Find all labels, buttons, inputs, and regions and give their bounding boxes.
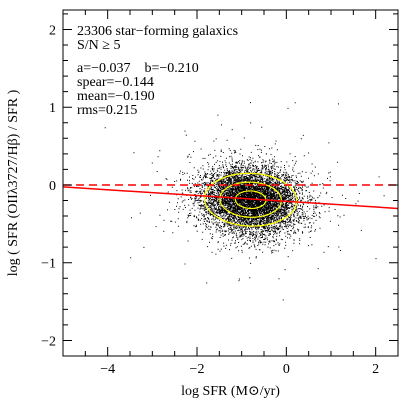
x-tick-label: −2 [190, 362, 205, 377]
scatter-point-cloud [104, 102, 385, 301]
y-tick-label: 1 [49, 101, 56, 116]
y-tick-label: −1 [41, 257, 56, 272]
annotation-mean: mean=−0.190 [77, 89, 155, 104]
tick-labels: −4 −2 0 2 −2 −1 0 1 2 [41, 23, 379, 377]
axis-ticks [62, 10, 399, 356]
annotation-rms: rms=0.215 [77, 103, 137, 118]
tick-marks [62, 10, 399, 356]
y-axis-label: log ( SFR (OIIλ3727/Hβ) / SFR ) [6, 89, 21, 276]
annotation-spear: spear=−0.144 [77, 75, 154, 90]
fit-line [62, 186, 399, 210]
x-axis-label: log SFR (M⊙/yr) [181, 384, 280, 399]
x-tick-label: −4 [100, 362, 115, 377]
annotation-sn: S/N ≥ 5 [77, 38, 120, 53]
x-tick-label: 0 [283, 362, 290, 377]
annotation-coeffs: a=−0.037 b=−0.210 [77, 61, 199, 76]
y-tick-label: −2 [41, 334, 56, 349]
x-tick-label: 2 [372, 362, 379, 377]
y-tick-label: 2 [49, 23, 56, 38]
annotation-count: 23306 star−forming galaxics [77, 24, 238, 39]
fit-lines [62, 184, 399, 210]
y-tick-label: 0 [49, 179, 56, 194]
plot-frame [62, 9, 399, 357]
scatter-points [104, 102, 385, 301]
